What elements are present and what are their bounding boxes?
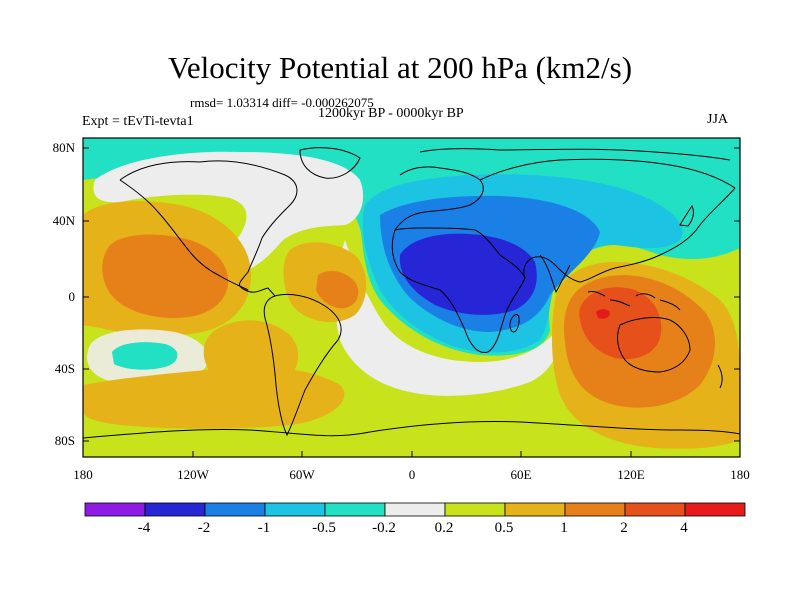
- lon-label-180e: 180: [730, 467, 750, 482]
- season-label: JJA: [707, 112, 729, 127]
- field-neutral-north: [93, 151, 364, 272]
- colorbar-box: [264, 502, 326, 517]
- colorbar-label: -0.5: [312, 520, 336, 536]
- colorbar-box: [324, 502, 386, 517]
- lon-label-120e: 120E: [617, 467, 645, 482]
- coast-north-america: [119, 160, 298, 297]
- lon-label-180w: 180: [73, 467, 93, 482]
- axis-ticks: [82, 147, 741, 457]
- field-neutral-mid: [335, 240, 561, 396]
- periods-text: 1200kyr BP - 0000kyr BP: [318, 106, 464, 121]
- colorbar-label: -4: [137, 520, 151, 536]
- colorbar-box: [144, 502, 206, 517]
- colorbar-box: [624, 502, 686, 517]
- field-cyan-south-pacific-core: [112, 342, 178, 370]
- colorbar-label: 1: [560, 520, 568, 536]
- field-dark-orange-east: [579, 287, 662, 360]
- colorbar-label: -0.2: [372, 520, 396, 536]
- contour-field: [83, 138, 740, 457]
- lat-label-80n: 80N: [52, 140, 75, 155]
- coast-australia: [617, 317, 691, 373]
- coast-asia: [479, 158, 736, 283]
- lat-label-0: 0: [68, 289, 76, 304]
- lat-label-80s: 80S: [54, 433, 75, 448]
- colorbar-box: [444, 502, 506, 517]
- coast-japan: [679, 205, 694, 227]
- coast-antarctica: [83, 420, 740, 439]
- colorbar-label: 4: [680, 520, 688, 536]
- coast-new-zealand: [717, 364, 723, 389]
- lon-label-60w: 60W: [289, 467, 315, 482]
- lat-label-40n: 40N: [52, 213, 75, 228]
- colorbar-box: [84, 502, 146, 517]
- stats-text: rmsd= 1.03314 diff= -0.000262075: [190, 95, 374, 110]
- coast-greenland: [299, 147, 361, 179]
- experiment-label: Expt = tEvTi-tevta1: [82, 114, 194, 129]
- field-red-east: [596, 309, 610, 319]
- lat-label-40s: 40S: [54, 361, 75, 376]
- colorbar-label: -1: [257, 520, 271, 536]
- lon-label-0: 0: [408, 467, 416, 482]
- colorbar-label: 0.2: [434, 520, 454, 536]
- coastlines: [83, 147, 740, 439]
- colorbar-label: 0.5: [494, 520, 514, 536]
- coast-south-america: [263, 293, 342, 437]
- coast-arctic: [419, 148, 731, 161]
- coast-indonesia: [587, 291, 681, 311]
- colorbar-box: [204, 502, 266, 517]
- lon-label-120w: 120W: [177, 467, 209, 482]
- coast-north-america-west: [119, 179, 249, 291]
- colorbar-box: [384, 502, 446, 517]
- lon-label-60e: 60E: [510, 467, 532, 482]
- coast-madagascar: [509, 314, 520, 333]
- field-darkblue: [399, 233, 537, 315]
- colorbar-box: [684, 502, 746, 517]
- colorbar-label: -2: [197, 520, 211, 536]
- colorbar-box: [564, 502, 626, 517]
- colorbar-label: 2: [620, 520, 628, 536]
- coast-europe: [394, 166, 484, 231]
- colorbar-box: [504, 502, 566, 517]
- coast-india: [539, 254, 571, 294]
- colorbar: [84, 502, 746, 517]
- map-title: Velocity Potential at 200 hPa (km2/s): [167, 50, 633, 85]
- field-orange-atlantic: [316, 270, 359, 309]
- coast-africa: [391, 227, 526, 354]
- field-orange-west: [102, 234, 229, 318]
